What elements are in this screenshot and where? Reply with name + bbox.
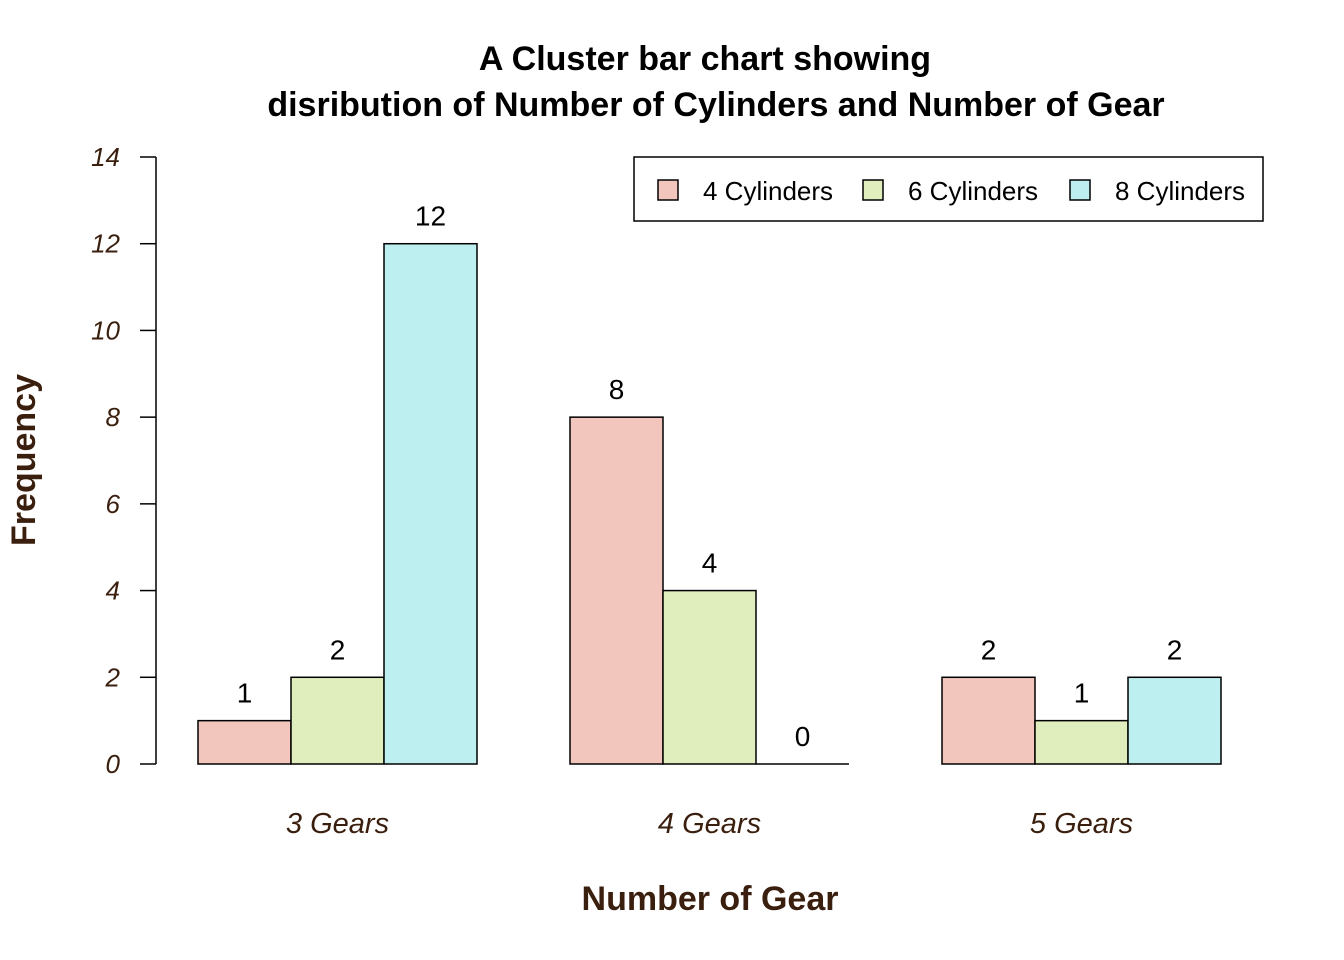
legend-entry: 6 Cylinders: [908, 176, 1038, 206]
bar-4-cylinders-4-gears: [569, 416, 664, 765]
y-tick-label: 0: [106, 749, 121, 779]
legend-entry: 4 Cylinders: [703, 176, 833, 206]
x-category-labels: 3 Gears 4 Gears 5 Gears: [286, 808, 1133, 840]
y-tick-label: 4: [106, 576, 120, 606]
data-label: 2: [981, 634, 997, 665]
bar-6-cylinders-4-gears: [662, 589, 757, 765]
y-tick-label: 6: [106, 489, 121, 519]
bar-6-cylinders-3-gears: [290, 676, 385, 765]
data-label: 8: [609, 374, 625, 405]
data-label: 2: [330, 634, 346, 665]
x-axis-title: Number of Gear: [582, 880, 839, 918]
x-category-label: 3 Gears: [286, 808, 389, 840]
data-label: 1: [237, 678, 253, 709]
bar-8-cylinders-5-gears: [1127, 676, 1222, 765]
y-axis: 0 2 4 6 8 10 12 14: [91, 142, 157, 779]
bar-4-cylinders-5-gears: [941, 676, 1036, 765]
legend: 4 Cylinders 6 Cylinders 8 Cylinders: [633, 156, 1264, 222]
y-axis-title: Frequency: [5, 374, 43, 546]
bar-6-cylinders-5-gears: [1034, 719, 1129, 765]
chart-title-line-1: A Cluster bar chart showing: [479, 40, 931, 78]
legend-box: [633, 156, 1264, 222]
data-label: 0: [795, 721, 811, 752]
bars: [197, 242, 1222, 765]
y-tick-label: 10: [91, 315, 120, 345]
y-tick-label: 2: [105, 662, 121, 692]
y-tick-label: 14: [91, 142, 120, 172]
y-tick-label: 8: [106, 402, 121, 432]
data-label: 2: [1167, 634, 1183, 665]
x-category-label: 4 Gears: [658, 808, 761, 840]
y-tick-label: 12: [91, 229, 120, 259]
chart-title-line-2: disribution of Number of Cylinders and N…: [267, 86, 1164, 124]
legend-entry: 8 Cylinders: [1115, 176, 1245, 206]
legend-swatch: [1069, 179, 1091, 201]
legend-swatch: [862, 179, 884, 201]
data-label: 12: [415, 201, 446, 232]
bar-8-cylinders-3-gears: [383, 242, 478, 765]
data-label: 4: [702, 548, 718, 579]
data-label: 1: [1074, 678, 1090, 709]
bar-4-cylinders-3-gears: [197, 719, 292, 765]
legend-swatch: [657, 179, 679, 201]
x-category-label: 5 Gears: [1030, 808, 1133, 840]
